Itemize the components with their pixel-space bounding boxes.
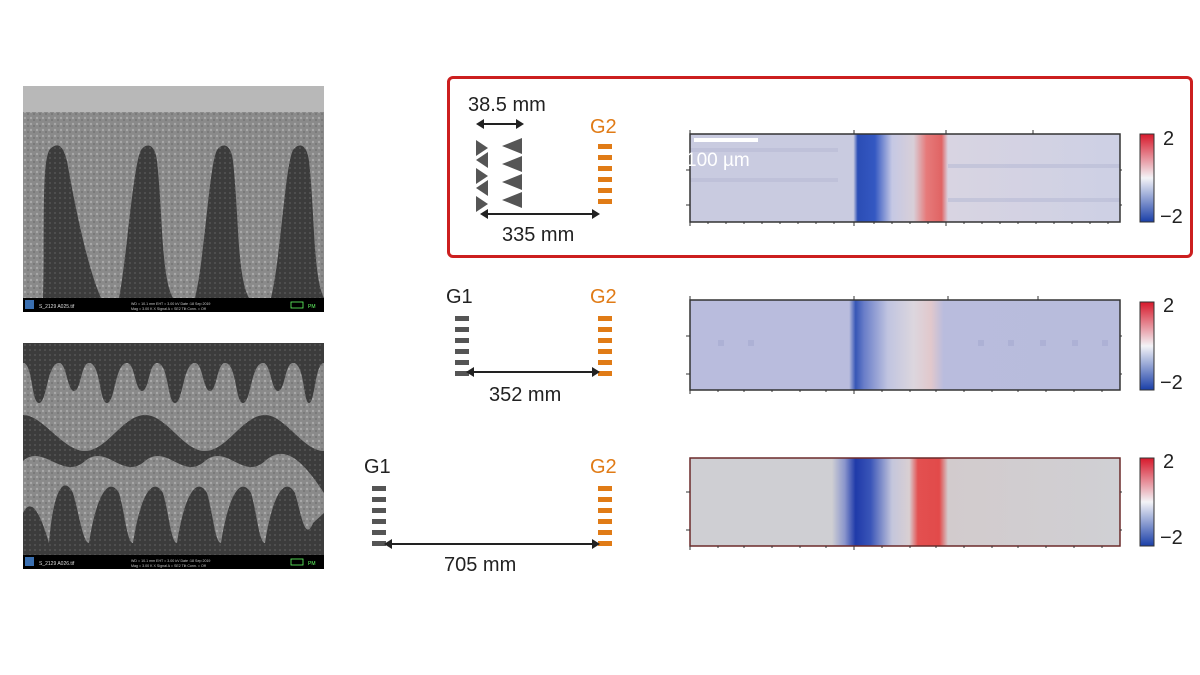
svg-text:Mag = 3.00 K X Signal A = SE: Mag = 3.00 K X Signal A = SE2 Tilt Conn.… xyxy=(131,564,206,568)
row2-colorbar-min: −2 xyxy=(1160,372,1183,394)
row3-g2-label: G2 xyxy=(590,456,617,478)
row3-distance-arrow xyxy=(384,539,600,549)
sem-footer-filename: S_2129 A025.tif xyxy=(39,304,75,310)
row1-colorbar xyxy=(1139,133,1155,223)
svg-text:Mag = 3.00 K X Signal A = SE: Mag = 3.00 K X Signal A = SE2 Tilt Conn.… xyxy=(131,307,206,311)
row3-colorbar-min: −2 xyxy=(1160,527,1183,549)
svg-text:PM: PM xyxy=(308,561,316,567)
row2-g2-label: G2 xyxy=(590,286,617,308)
row2-heatmap xyxy=(686,296,1122,394)
row1-distance-label: 335 mm xyxy=(502,224,575,246)
row1-heatmap xyxy=(686,130,1122,226)
svg-text:WD = 10.1 mm EHT = 3.00 kV: WD = 10.1 mm EHT = 3.00 kV Date :18 Sep … xyxy=(131,302,210,306)
sem-image-bottom: S_2129 A026.tif WD = 10.1 mm EHT = 3.00 … xyxy=(23,343,324,569)
row2-g2-grating xyxy=(598,316,612,382)
row2-distance-label: 352 mm xyxy=(489,384,562,406)
row2-colorbar-max: 2 xyxy=(1163,295,1175,317)
row3-g1-grating xyxy=(372,486,386,552)
row1-colorbar-min: −2 xyxy=(1160,206,1183,228)
row1-schematic xyxy=(476,119,600,219)
row1-g2-grating xyxy=(598,144,612,210)
row2-g1-label: G1 xyxy=(446,286,473,308)
row1-g2-label: G2 xyxy=(590,116,617,138)
row3-colorbar-max: 2 xyxy=(1163,451,1175,473)
row3-g2-grating xyxy=(598,486,612,552)
row3-distance-label: 705 mm xyxy=(444,554,517,576)
sem-footer-filename: S_2129 A026.tif xyxy=(39,561,75,567)
row3-g1-label: G1 xyxy=(364,456,391,478)
row2-distance-arrow xyxy=(466,367,600,377)
row2-g1-grating xyxy=(455,316,469,382)
row1-scale-bar-label: 100 µm xyxy=(686,150,750,171)
svg-text:WD = 10.1 mm EHT = 3.00 kV: WD = 10.1 mm EHT = 3.00 kV Date :18 Sep … xyxy=(131,559,210,563)
row1-colorbar-max: 2 xyxy=(1163,128,1175,150)
row1-period-label: 38.5 mm xyxy=(468,94,546,116)
sem-image-top: S_2129 A025.tif WD = 10.1 mm EHT = 3.00 … xyxy=(23,86,324,312)
row2-colorbar xyxy=(1139,301,1155,391)
highlighted-configuration-box xyxy=(447,76,1193,258)
svg-text:PM: PM xyxy=(308,304,316,310)
row3-colorbar xyxy=(1139,457,1155,547)
row1-scale-bar xyxy=(694,138,758,142)
row3-heatmap xyxy=(686,457,1122,550)
